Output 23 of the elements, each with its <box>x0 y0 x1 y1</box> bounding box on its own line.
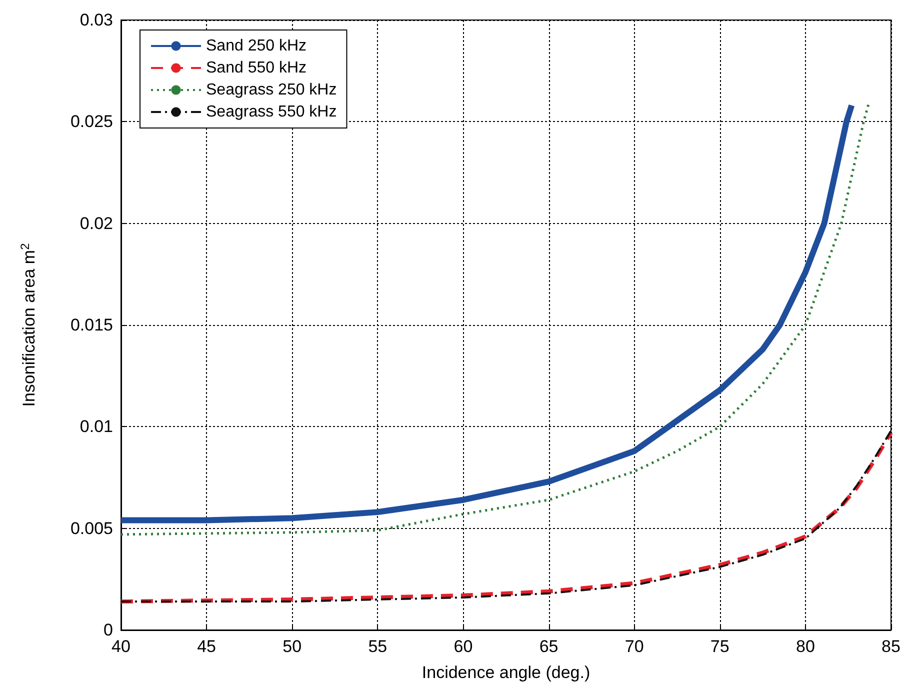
y-tick-label: 0.025 <box>70 112 113 132</box>
legend-label: Sand 550 kHz <box>206 60 307 76</box>
x-tick-label: 80 <box>796 637 815 656</box>
x-tick-label: 45 <box>197 637 216 656</box>
x-tick-label: 85 <box>882 637 900 656</box>
y-tick-label: 0.015 <box>70 316 113 334</box>
y-tick-label: 0 <box>104 620 113 640</box>
x-tick-label: 70 <box>624 637 644 656</box>
x-tick-label: 75 <box>710 637 730 656</box>
x-tick-label: 40 <box>112 637 130 656</box>
x-tick-label: 55 <box>368 637 388 656</box>
x-axis-title: Incidence angle (deg.) <box>422 663 590 682</box>
y-tick-label: 0.02 <box>80 214 113 233</box>
legend-label: Seagrass 250 kHz <box>206 82 337 98</box>
legend-label: Sand 250 kHz <box>206 38 307 54</box>
y-tick-label: 0.01 <box>80 417 113 436</box>
x-tick-label: 65 <box>539 637 558 656</box>
y-axis-title: Insonification area m2 <box>18 242 38 407</box>
y-tick-label: 0.005 <box>70 518 113 538</box>
x-tick-label: 60 <box>454 637 473 656</box>
legend-label: Seagrass 550 kHz <box>206 104 337 120</box>
x-tick-label: 50 <box>282 637 302 656</box>
y-tick-label: 0.03 <box>80 10 113 30</box>
